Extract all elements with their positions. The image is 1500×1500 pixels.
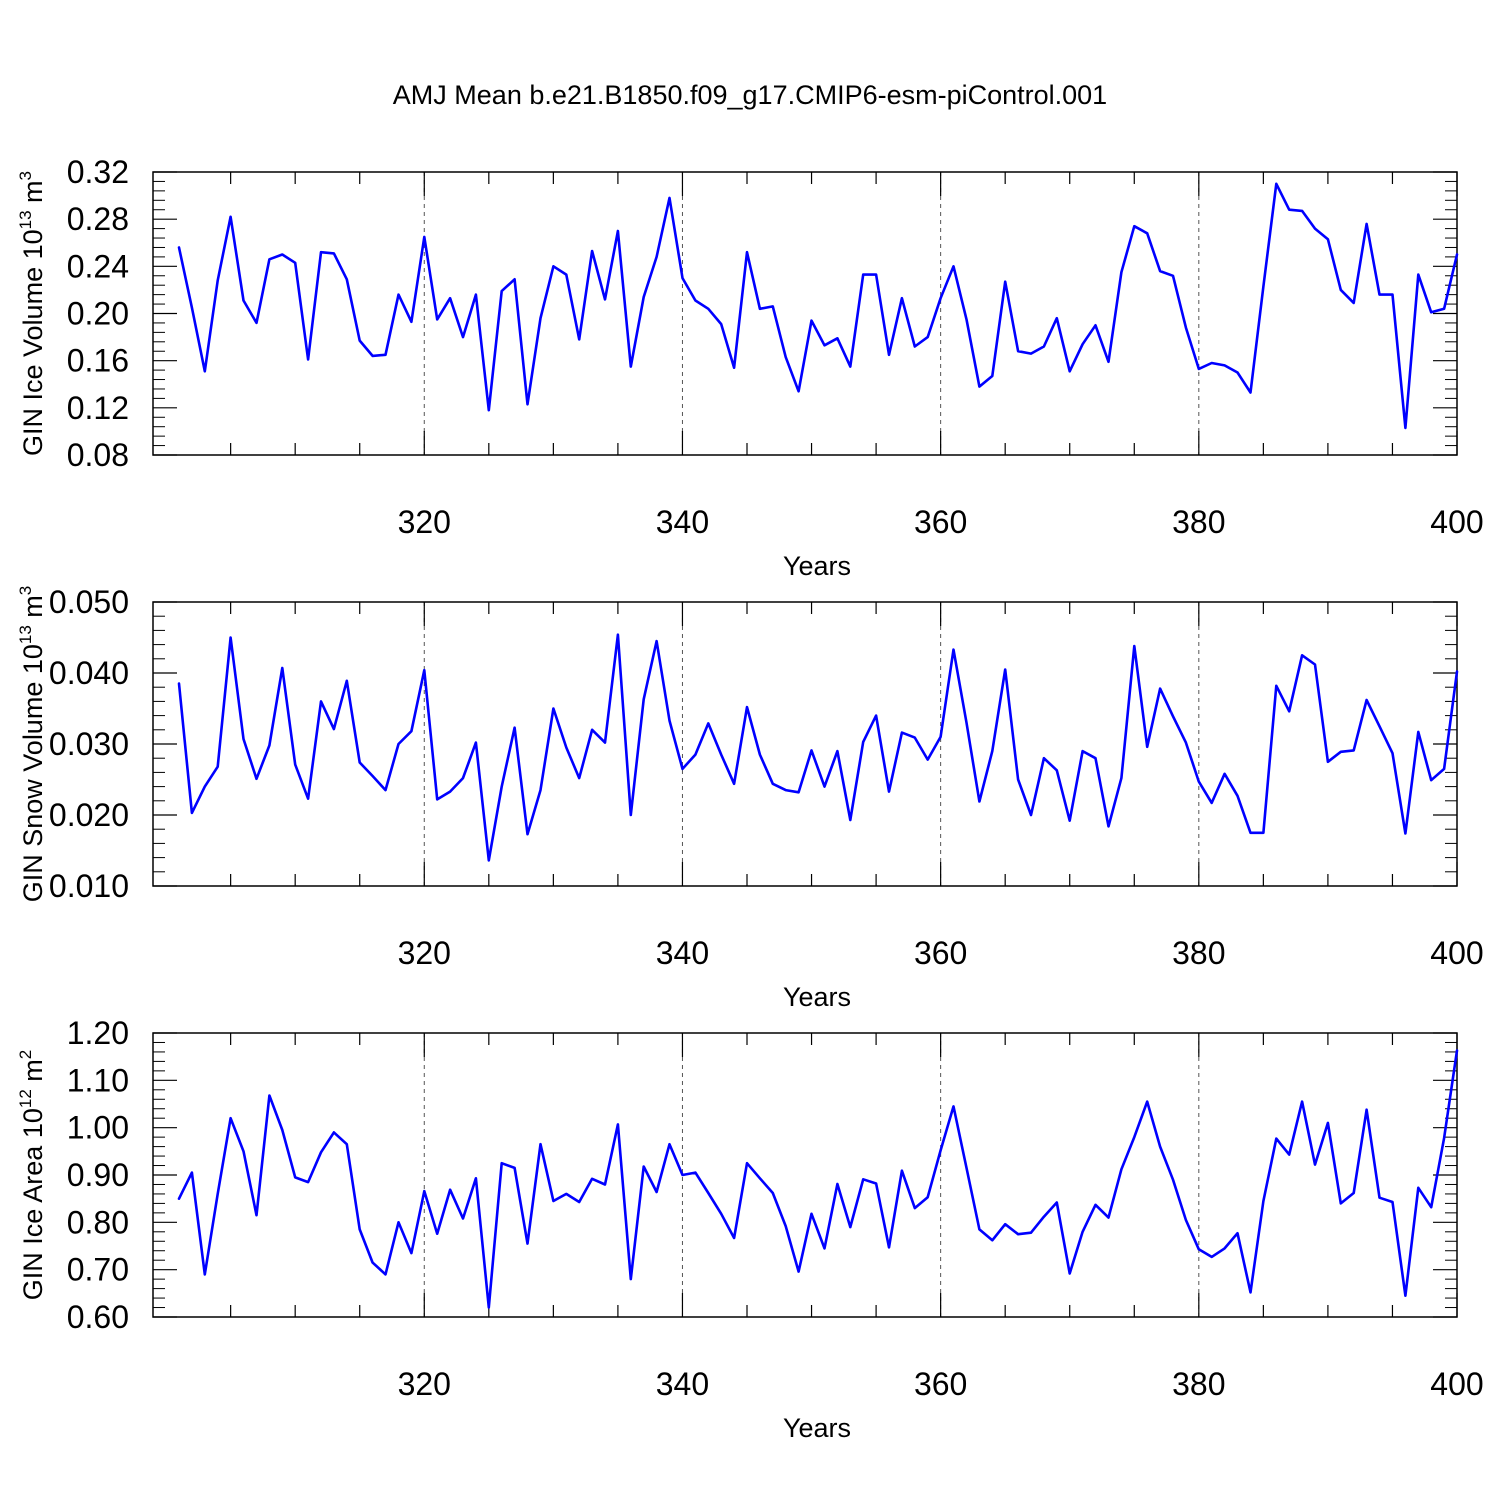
x-tick-label: 380 xyxy=(1172,1366,1225,1402)
ice-volume-panel: 0.08 0.12 0.16 0.20 0.24 0.28 0.32 320 340 360 380… xyxy=(16,154,1484,581)
ice-area-panel: 0.60 0.70 0.80 0.90 1.00 1.10 1.20 320 340 360 380… xyxy=(16,1015,1484,1443)
y-tick-label: 0.24 xyxy=(67,248,129,284)
y-tick-label: 0.80 xyxy=(67,1204,129,1240)
x-tick-label: 400 xyxy=(1430,1366,1483,1402)
x-tick-label: 340 xyxy=(656,504,709,540)
x-tick-label: 380 xyxy=(1172,935,1225,971)
y-tick-label: 0.28 xyxy=(67,201,129,237)
data-series-line xyxy=(177,1049,1459,1309)
y-axis-label: GIN Ice Area 1012 m2 xyxy=(16,1050,48,1301)
x-tick-label: 360 xyxy=(914,935,967,971)
x-tick-label: 360 xyxy=(914,1366,967,1402)
x-axis-label: Years xyxy=(783,551,851,581)
y-tick-label: 0.20 xyxy=(67,296,129,332)
y-tick-label: 0.030 xyxy=(49,726,129,762)
figure-title: AMJ Mean b.e21.B1850.f09_g17.CMIP6-esm-p… xyxy=(392,80,1108,110)
x-tick-label: 320 xyxy=(398,504,451,540)
y-tick-label: 0.050 xyxy=(49,584,129,620)
snow-volume-panel: 0.010 0.020 0.030 0.040 0.050 320 340 360 380 400… xyxy=(16,584,1484,1012)
y-tick-label: 0.90 xyxy=(67,1157,129,1193)
x-tick-label: 340 xyxy=(656,1366,709,1402)
x-tick-label: 340 xyxy=(656,935,709,971)
x-tick-label: 360 xyxy=(914,504,967,540)
y-tick-label: 0.020 xyxy=(49,797,129,833)
data-series-line xyxy=(177,182,1459,430)
y-tick-label: 1.00 xyxy=(67,1110,129,1146)
x-tick-label: 380 xyxy=(1172,504,1225,540)
x-tick-label: 400 xyxy=(1430,935,1483,971)
x-tick-label: 400 xyxy=(1430,504,1483,540)
x-axis-label: Years xyxy=(783,1413,851,1443)
y-tick-label: 0.040 xyxy=(49,655,129,691)
y-tick-label: 1.10 xyxy=(67,1062,129,1098)
plot-frame xyxy=(152,601,1458,887)
x-tick-label: 320 xyxy=(398,1366,451,1402)
plot-frame xyxy=(152,1032,1458,1318)
x-tick-label: 320 xyxy=(398,935,451,971)
y-axis-label: GIN Snow Volume 1013 m3 xyxy=(16,586,48,903)
y-tick-label: 0.60 xyxy=(67,1299,129,1335)
x-axis-label: Years xyxy=(783,982,851,1012)
y-tick-label: 0.010 xyxy=(49,868,129,904)
y-tick-label: 0.08 xyxy=(67,437,129,473)
y-tick-label: 1.20 xyxy=(67,1015,129,1051)
y-tick-label: 0.16 xyxy=(67,343,129,379)
y-axis-label: GIN Ice Volume 1013 m3 xyxy=(16,171,48,456)
y-tick-label: 0.32 xyxy=(67,154,129,190)
y-tick-label: 0.70 xyxy=(67,1252,129,1288)
y-tick-label: 0.12 xyxy=(67,390,129,426)
data-series-line xyxy=(177,633,1459,862)
